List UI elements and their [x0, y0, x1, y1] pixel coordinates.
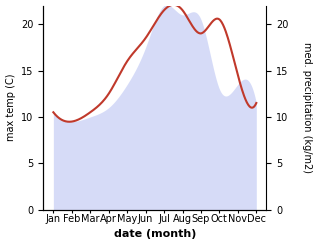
X-axis label: date (month): date (month) [114, 230, 196, 239]
Y-axis label: max temp (C): max temp (C) [5, 74, 16, 141]
Y-axis label: med. precipitation (kg/m2): med. precipitation (kg/m2) [302, 42, 313, 173]
